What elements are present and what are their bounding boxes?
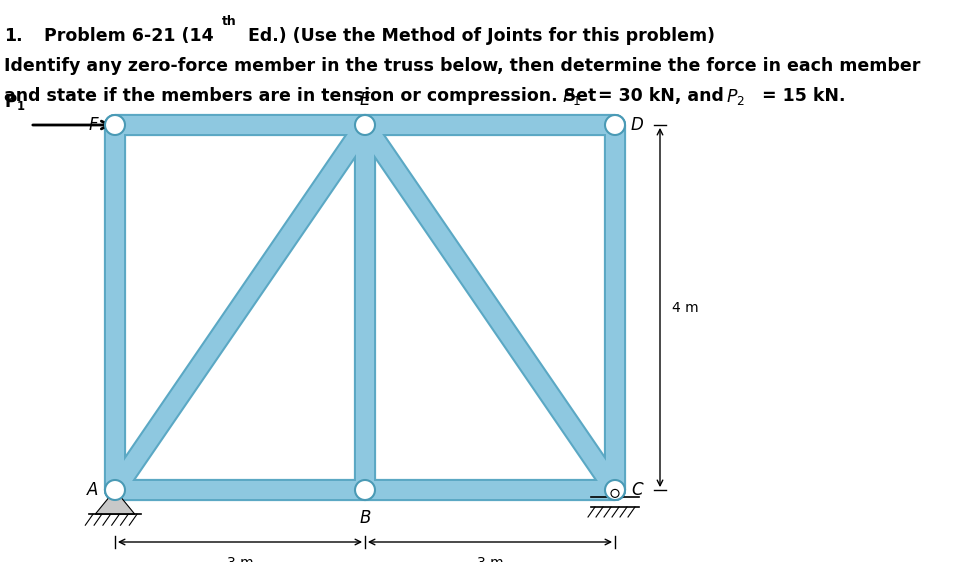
- Circle shape: [605, 115, 625, 135]
- Text: = 30 kN, and: = 30 kN, and: [592, 87, 730, 105]
- Text: A: A: [87, 481, 99, 499]
- Text: $\mathbf{P_1}$: $\mathbf{P_1}$: [4, 92, 25, 112]
- Text: 3 m: 3 m: [226, 556, 254, 562]
- Text: C: C: [631, 481, 643, 499]
- Circle shape: [611, 490, 619, 497]
- Text: $P_1$: $P_1$: [562, 87, 581, 107]
- Circle shape: [355, 480, 375, 500]
- Circle shape: [105, 115, 125, 135]
- Polygon shape: [96, 490, 135, 514]
- Text: Ed.) (Use the Method of Joints for this problem): Ed.) (Use the Method of Joints for this …: [242, 27, 715, 45]
- Circle shape: [355, 115, 375, 135]
- Text: $P_2$: $P_2$: [726, 87, 745, 107]
- Text: E: E: [360, 91, 370, 109]
- Text: 4 m: 4 m: [672, 301, 699, 315]
- Circle shape: [105, 480, 125, 500]
- Text: = 15 kN.: = 15 kN.: [756, 87, 845, 105]
- Circle shape: [605, 480, 625, 500]
- Text: and state if the members are in tension or compression. Set: and state if the members are in tension …: [4, 87, 602, 105]
- Text: 3 m: 3 m: [476, 556, 504, 562]
- Text: F: F: [88, 116, 98, 134]
- Text: th: th: [222, 15, 237, 28]
- Text: 1.: 1.: [4, 27, 22, 45]
- Text: Identify any zero-force member in the truss below, then determine the force in e: Identify any zero-force member in the tr…: [4, 57, 920, 75]
- Text: Problem 6-21 (14: Problem 6-21 (14: [32, 27, 214, 45]
- Text: B: B: [359, 509, 371, 527]
- Text: D: D: [630, 116, 643, 134]
